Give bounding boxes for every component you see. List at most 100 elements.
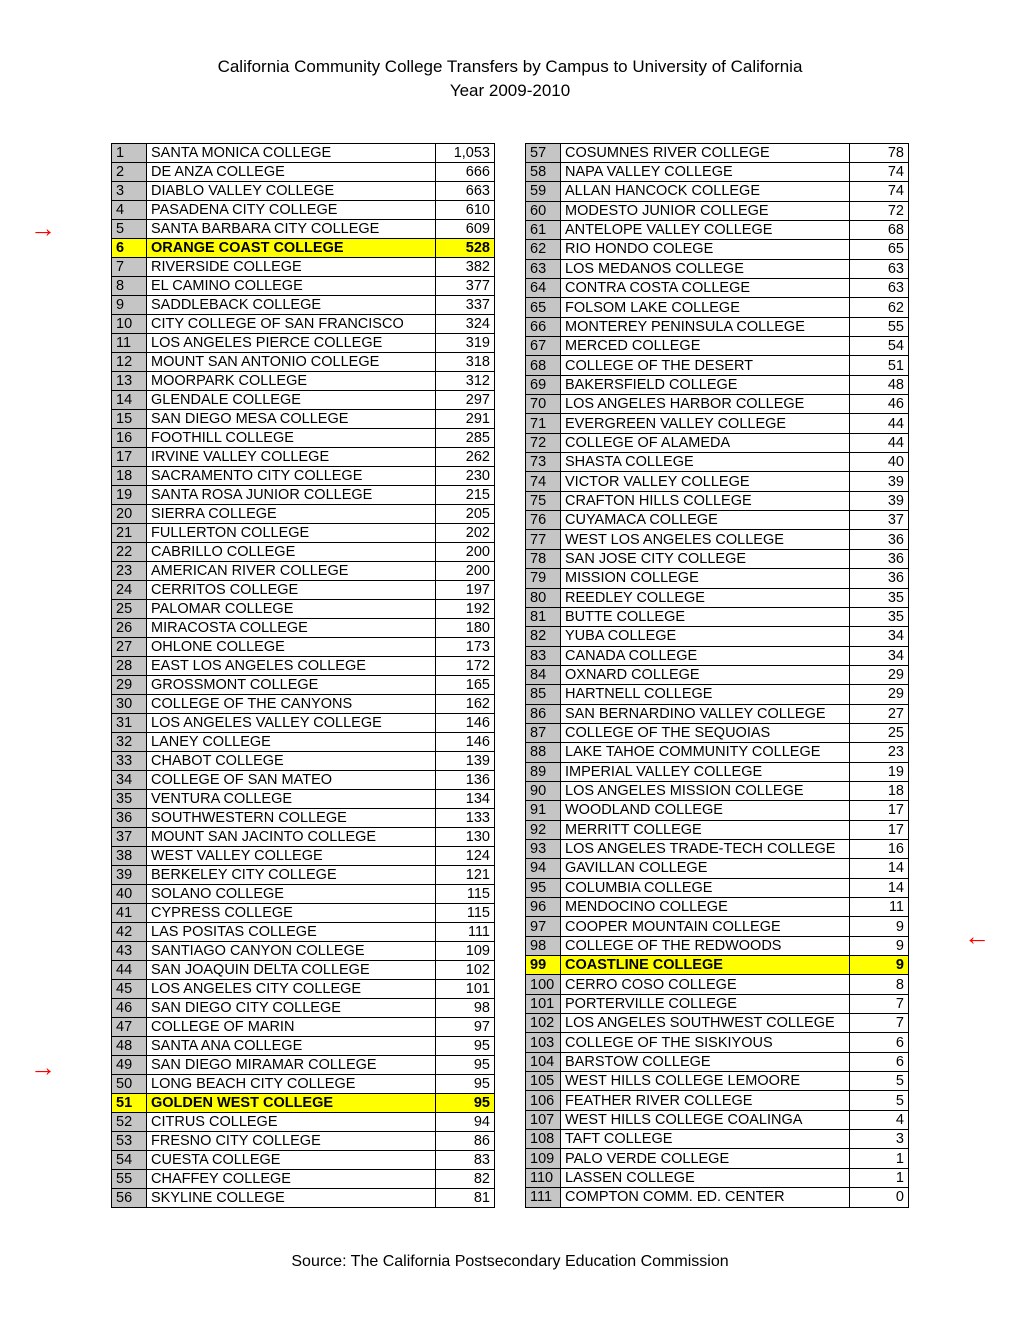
rank-cell: 20 bbox=[112, 504, 147, 523]
arrow-icon: → bbox=[30, 1054, 56, 1080]
table-row: 57COSUMNES RIVER COLLEGE78 bbox=[526, 143, 909, 162]
rank-cell: 84 bbox=[526, 665, 561, 684]
value-cell: 205 bbox=[436, 504, 495, 523]
value-cell: 29 bbox=[850, 685, 909, 704]
college-name-cell: SOLANO COLLEGE bbox=[147, 884, 436, 903]
college-name-cell: PALOMAR COLLEGE bbox=[147, 599, 436, 618]
table-row: 65FOLSOM LAKE COLLEGE62 bbox=[526, 298, 909, 317]
rank-cell: 47 bbox=[112, 1017, 147, 1036]
college-name-cell: LOS ANGELES PIERCE COLLEGE bbox=[147, 333, 436, 352]
rank-cell: 83 bbox=[526, 646, 561, 665]
value-cell: 133 bbox=[436, 808, 495, 827]
college-name-cell: MISSION COLLEGE bbox=[561, 569, 850, 588]
college-name-cell: COLLEGE OF SAN MATEO bbox=[147, 770, 436, 789]
rank-cell: 69 bbox=[526, 375, 561, 394]
college-name-cell: BARSTOW COLLEGE bbox=[561, 1052, 850, 1071]
table-row: 42LAS POSITAS COLLEGE111 bbox=[112, 922, 495, 941]
value-cell: 98 bbox=[436, 998, 495, 1017]
college-name-cell: FRESNO CITY COLLEGE bbox=[147, 1131, 436, 1150]
table-row: 69BAKERSFIELD COLLEGE48 bbox=[526, 375, 909, 394]
college-name-cell: LANEY COLLEGE bbox=[147, 732, 436, 751]
table-row: 15SAN DIEGO MESA COLLEGE291 bbox=[112, 409, 495, 428]
rank-cell: 87 bbox=[526, 723, 561, 742]
rank-cell: 6 bbox=[112, 238, 147, 257]
college-name-cell: COASTLINE COLLEGE bbox=[561, 956, 850, 975]
value-cell: 95 bbox=[436, 1055, 495, 1074]
rank-cell: 98 bbox=[526, 936, 561, 955]
rank-cell: 31 bbox=[112, 713, 147, 732]
college-name-cell: DE ANZA COLLEGE bbox=[147, 162, 436, 181]
value-cell: 95 bbox=[436, 1074, 495, 1093]
value-cell: 17 bbox=[850, 801, 909, 820]
value-cell: 44 bbox=[850, 433, 909, 452]
table-row: 109PALO VERDE COLLEGE1 bbox=[526, 1149, 909, 1168]
college-name-cell: FULLERTON COLLEGE bbox=[147, 523, 436, 542]
value-cell: 7 bbox=[850, 994, 909, 1013]
value-cell: 610 bbox=[436, 200, 495, 219]
source-line: Source: The California Postsecondary Edu… bbox=[50, 1253, 970, 1271]
rank-cell: 110 bbox=[526, 1168, 561, 1187]
college-name-cell: SADDLEBACK COLLEGE bbox=[147, 295, 436, 314]
table-row: 10CITY COLLEGE OF SAN FRANCISCO324 bbox=[112, 314, 495, 333]
rank-cell: 14 bbox=[112, 390, 147, 409]
value-cell: 101 bbox=[436, 979, 495, 998]
college-name-cell: COOPER MOUNTAIN COLLEGE bbox=[561, 917, 850, 936]
table-row: 34COLLEGE OF SAN MATEO136 bbox=[112, 770, 495, 789]
value-cell: 121 bbox=[436, 865, 495, 884]
value-cell: 139 bbox=[436, 751, 495, 770]
rank-cell: 81 bbox=[526, 607, 561, 626]
value-cell: 6 bbox=[850, 1052, 909, 1071]
college-name-cell: CERRO COSO COLLEGE bbox=[561, 975, 850, 994]
rank-cell: 77 bbox=[526, 530, 561, 549]
table-row: 64CONTRA COSTA COLLEGE63 bbox=[526, 279, 909, 298]
college-name-cell: CANADA COLLEGE bbox=[561, 646, 850, 665]
rank-cell: 104 bbox=[526, 1052, 561, 1071]
value-cell: 36 bbox=[850, 569, 909, 588]
college-name-cell: ANTELOPE VALLEY COLLEGE bbox=[561, 220, 850, 239]
value-cell: 134 bbox=[436, 789, 495, 808]
rank-cell: 11 bbox=[112, 333, 147, 352]
value-cell: 81 bbox=[436, 1188, 495, 1207]
rank-cell: 100 bbox=[526, 975, 561, 994]
value-cell: 62 bbox=[850, 298, 909, 317]
rank-cell: 102 bbox=[526, 1014, 561, 1033]
college-name-cell: CITY COLLEGE OF SAN FRANCISCO bbox=[147, 314, 436, 333]
value-cell: 95 bbox=[436, 1093, 495, 1112]
rank-cell: 79 bbox=[526, 569, 561, 588]
table-row: 91WOODLAND COLLEGE17 bbox=[526, 801, 909, 820]
value-cell: 165 bbox=[436, 675, 495, 694]
value-cell: 609 bbox=[436, 219, 495, 238]
college-name-cell: MERCED COLLEGE bbox=[561, 337, 850, 356]
value-cell: 9 bbox=[850, 936, 909, 955]
value-cell: 48 bbox=[850, 375, 909, 394]
college-name-cell: MODESTO JUNIOR COLLEGE bbox=[561, 201, 850, 220]
table-row: 50LONG BEACH CITY COLLEGE95 bbox=[112, 1074, 495, 1093]
rank-cell: 36 bbox=[112, 808, 147, 827]
college-name-cell: RIO HONDO COLEGE bbox=[561, 240, 850, 259]
rank-cell: 76 bbox=[526, 511, 561, 530]
rank-cell: 58 bbox=[526, 162, 561, 181]
value-cell: 9 bbox=[850, 917, 909, 936]
college-name-cell: SAN DIEGO MIRAMAR COLLEGE bbox=[147, 1055, 436, 1074]
table-row: 14GLENDALE COLLEGE297 bbox=[112, 390, 495, 409]
page: California Community College Transfers b… bbox=[0, 0, 1020, 1320]
table-row: 23AMERICAN RIVER COLLEGE200 bbox=[112, 561, 495, 580]
left-table: 1SANTA MONICA COLLEGE1,0532DE ANZA COLLE… bbox=[111, 143, 495, 1208]
value-cell: 46 bbox=[850, 395, 909, 414]
table-row: 32LANEY COLLEGE146 bbox=[112, 732, 495, 751]
table-row: 93LOS ANGELES TRADE-TECH COLLEGE16 bbox=[526, 839, 909, 858]
college-name-cell: GLENDALE COLLEGE bbox=[147, 390, 436, 409]
rank-cell: 15 bbox=[112, 409, 147, 428]
value-cell: 8 bbox=[850, 975, 909, 994]
table-row: 29GROSSMONT COLLEGE165 bbox=[112, 675, 495, 694]
table-row: 43SANTIAGO CANYON COLLEGE109 bbox=[112, 941, 495, 960]
rank-cell: 106 bbox=[526, 1091, 561, 1110]
college-name-cell: COMPTON COMM. ED. CENTER bbox=[561, 1188, 850, 1207]
college-name-cell: MOUNT SAN ANTONIO COLLEGE bbox=[147, 352, 436, 371]
table-row: 59ALLAN HANCOCK COLLEGE74 bbox=[526, 182, 909, 201]
value-cell: 382 bbox=[436, 257, 495, 276]
value-cell: 18 bbox=[850, 781, 909, 800]
value-cell: 180 bbox=[436, 618, 495, 637]
college-name-cell: GOLDEN WEST COLLEGE bbox=[147, 1093, 436, 1112]
table-row: 13MOORPARK COLLEGE312 bbox=[112, 371, 495, 390]
